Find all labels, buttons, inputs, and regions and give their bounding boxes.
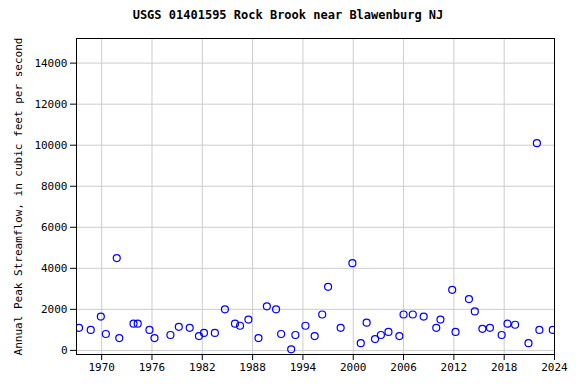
svg-text:1982: 1982 (189, 361, 216, 374)
svg-text:6000: 6000 (41, 221, 68, 234)
svg-text:8000: 8000 (41, 180, 68, 193)
svg-text:2018: 2018 (491, 361, 518, 374)
svg-text:1994: 1994 (290, 361, 317, 374)
svg-text:0: 0 (61, 344, 68, 357)
svg-text:14000: 14000 (34, 57, 67, 70)
svg-text:2006: 2006 (390, 361, 417, 374)
svg-text:4000: 4000 (41, 262, 68, 275)
svg-text:2000: 2000 (340, 361, 367, 374)
svg-text:2012: 2012 (441, 361, 468, 374)
svg-text:1988: 1988 (239, 361, 266, 374)
svg-text:2024: 2024 (541, 361, 568, 374)
svg-text:Annual Peak Streamflow, in cub: Annual Peak Streamflow, in cubic feet pe… (12, 38, 25, 356)
svg-text:2000: 2000 (41, 303, 68, 316)
svg-text:1976: 1976 (139, 361, 166, 374)
svg-text:10000: 10000 (34, 139, 67, 152)
html-text:USGS 01401595 Rock Brook near: USGS 01401595 Rock Brook near Blawenburg… (132, 8, 444, 22)
svg-text:12000: 12000 (34, 98, 67, 111)
svg-text:1970: 1970 (88, 361, 115, 374)
